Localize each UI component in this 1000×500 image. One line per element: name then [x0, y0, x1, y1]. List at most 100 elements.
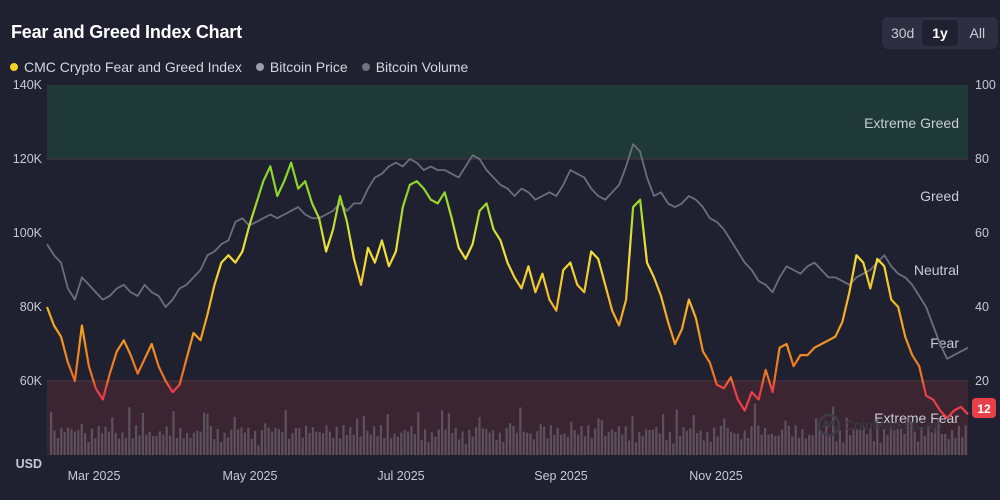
volume-bar — [896, 428, 899, 455]
range-1y-button[interactable]: 1y — [922, 20, 958, 46]
legend-item-bitcoin-volume[interactable]: Bitcoin Volume — [361, 59, 468, 75]
volume-bar — [230, 429, 233, 455]
volume-bar — [254, 431, 257, 455]
volume-bar — [845, 417, 848, 455]
volume-bar — [488, 432, 491, 455]
volume-bar — [696, 433, 699, 455]
volume-bar — [804, 438, 807, 455]
volume-bar — [475, 427, 478, 455]
volume-bar — [940, 434, 943, 455]
volume-bar — [104, 426, 107, 455]
volume-bar — [685, 430, 688, 455]
volume-bar — [124, 438, 127, 455]
volume-bar — [179, 427, 182, 455]
volume-bar — [706, 432, 709, 455]
y-tick-right: 80 — [975, 152, 989, 166]
volume-bar — [560, 434, 563, 455]
volume-bar — [726, 427, 729, 455]
volume-bar — [730, 431, 733, 455]
volume-bar — [165, 426, 168, 455]
volume-bar — [927, 425, 930, 455]
volume-bar — [237, 429, 240, 455]
volume-bar — [390, 438, 393, 455]
volume-bar — [543, 426, 546, 455]
y-tick-left: 120K — [13, 152, 43, 166]
volume-bar — [641, 435, 644, 455]
extreme-greed-zone — [47, 85, 968, 159]
zone-label-neutral: Neutral — [914, 262, 959, 278]
volume-bar — [815, 418, 818, 455]
volume-bar — [485, 429, 488, 455]
volume-bar — [478, 417, 481, 455]
volume-bar — [794, 425, 797, 455]
volume-bar — [155, 436, 158, 455]
volume-bar — [791, 436, 794, 455]
volume-bar — [750, 426, 753, 455]
volume-bar — [315, 431, 318, 455]
volume-bar — [675, 409, 678, 455]
volume-bar — [594, 428, 597, 455]
volume-bar — [784, 420, 787, 455]
volume-bar — [356, 418, 359, 455]
volume-bar — [689, 428, 692, 455]
volume-bar — [250, 438, 253, 455]
volume-bar — [502, 441, 505, 455]
volume-bar — [118, 438, 121, 455]
volume-bar — [621, 434, 624, 455]
volume-bar — [655, 427, 658, 455]
volume-bar — [757, 425, 760, 455]
volume-bar — [107, 431, 110, 455]
volume-bar — [345, 435, 348, 455]
volume-bar — [101, 433, 104, 455]
volume-bar — [617, 426, 620, 455]
volume-bar — [849, 435, 852, 455]
volume-bar — [267, 427, 270, 455]
range-all-button[interactable]: All — [969, 25, 986, 41]
volume-bar — [604, 436, 607, 455]
volume-bar — [97, 425, 100, 455]
volume-bar — [386, 414, 389, 455]
volume-bar — [148, 431, 151, 455]
volume-bar — [876, 418, 879, 455]
volume-bar — [403, 430, 406, 455]
volume-bar — [260, 430, 263, 455]
volume-bar — [396, 436, 399, 455]
volume-bar — [213, 439, 216, 455]
volume-bar — [607, 432, 610, 455]
legend-item-bitcoin-price[interactable]: Bitcoin Price — [255, 59, 348, 75]
volume-bar — [679, 435, 682, 455]
volume-bar — [713, 427, 716, 455]
legend-item-fear-greed[interactable]: CMC Crypto Fear and Greed Index — [10, 59, 242, 75]
volume-bar — [175, 438, 178, 455]
volume-bar — [536, 431, 539, 455]
volume-bar — [900, 429, 903, 455]
legend-label: CMC Crypto Fear and Greed Index — [24, 59, 242, 75]
volume-bar — [566, 436, 569, 455]
volume-bar — [583, 436, 586, 455]
volume-bar — [546, 438, 549, 455]
volume-bar — [264, 423, 267, 455]
range-30d-button[interactable]: 30d — [890, 25, 915, 41]
volume-bar — [318, 432, 321, 455]
volume-bar — [288, 438, 291, 455]
volume-bar — [951, 430, 954, 455]
fear-greed-line — [45, 161, 969, 420]
current-value-text: 12 — [977, 402, 991, 416]
volume-bar — [186, 433, 189, 455]
volume-bar — [651, 429, 654, 455]
volume-bar — [311, 427, 314, 455]
volume-bar — [526, 432, 529, 455]
volume-bar — [682, 427, 685, 455]
volume-bar — [152, 436, 155, 455]
volume-bar — [284, 410, 287, 455]
volume-bar — [189, 437, 192, 455]
volume-bar — [832, 406, 835, 455]
volume-bar — [220, 442, 223, 455]
volume-bar — [957, 425, 960, 455]
y-tick-right: 100 — [975, 78, 996, 92]
volume-bar — [77, 429, 80, 455]
volume-bar — [736, 433, 739, 455]
volume-bar — [274, 427, 277, 455]
volume-bar — [662, 414, 665, 455]
